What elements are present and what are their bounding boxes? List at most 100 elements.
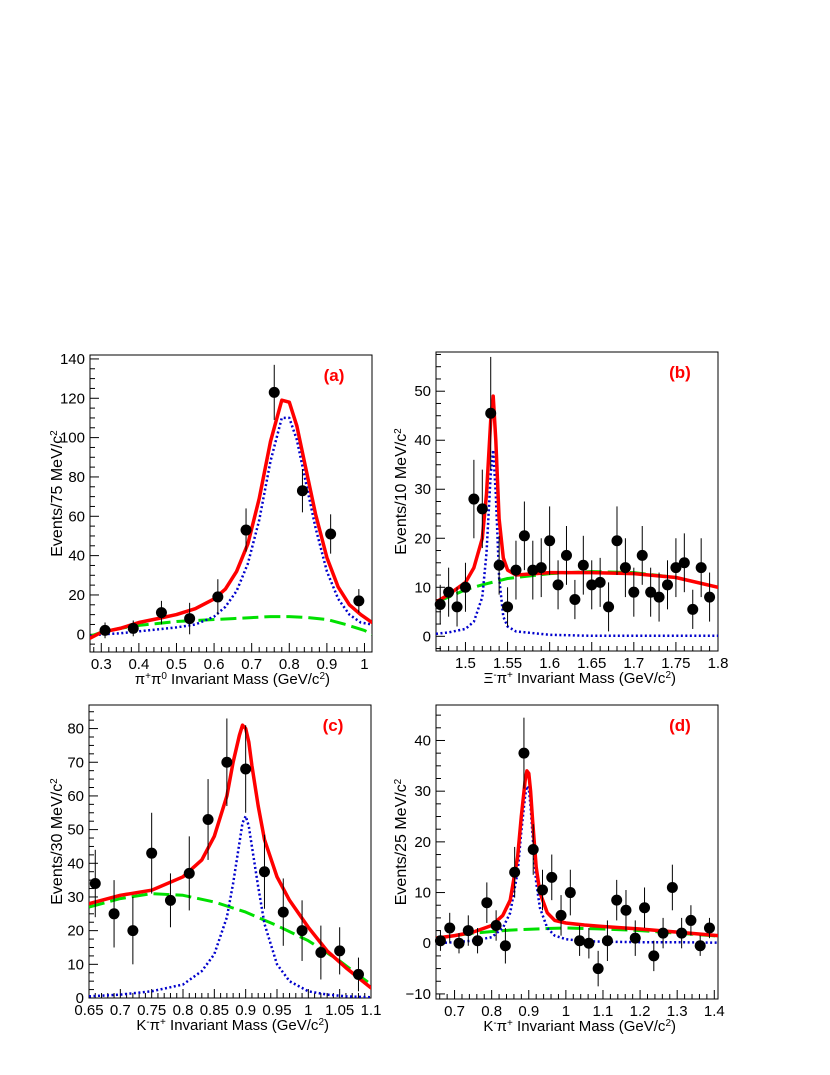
data-point (560, 526, 572, 585)
data-marker (601, 935, 613, 947)
data-point (472, 928, 484, 954)
data-point (481, 882, 493, 923)
data-point (544, 506, 556, 576)
data-marker (212, 591, 224, 603)
data-point (629, 920, 641, 956)
data-marker (443, 586, 455, 598)
data-marker (155, 607, 167, 619)
x-tick-label: 1.7 (623, 655, 644, 672)
data-marker (434, 935, 446, 947)
data-point (527, 540, 539, 600)
total-fit-curve (436, 394, 718, 604)
x-axis-title: π+π0 Invariant Mass (GeV/c2) (135, 671, 330, 689)
y-axis-title: Events/30 MeV/c2 (49, 778, 67, 905)
data-marker (510, 564, 522, 576)
x-tick-label: 1.1 (593, 1003, 614, 1020)
x-tick-label: 0.5 (166, 656, 187, 673)
x-tick-label: 0.8 (481, 1003, 502, 1020)
panel-a: 0.3 0.4 0.5 0.6 0.7 0.8 0.9 1 0 20 40 60 80 100 120 140… (49, 351, 373, 688)
data-point (510, 540, 522, 600)
data-point (155, 600, 167, 625)
data-point (653, 572, 665, 622)
y-tick-label: 30 (414, 783, 431, 800)
data-point (164, 873, 176, 928)
y-tick-label: 30 (414, 481, 431, 498)
data-point (619, 538, 631, 598)
data-marker (444, 922, 456, 934)
data-point (661, 560, 673, 610)
data-point (462, 915, 474, 946)
data-marker (670, 562, 682, 574)
x-tick-label: 0.8 (173, 1002, 194, 1019)
data-marker (353, 595, 365, 607)
data-marker (704, 591, 716, 603)
data-marker (89, 877, 101, 889)
data-marker (127, 622, 139, 634)
signal-curve (436, 784, 718, 945)
data-point (583, 928, 595, 959)
data-marker (518, 530, 530, 542)
y-tick-label: 70 (67, 754, 84, 771)
y-axis-title-sup: 2 (393, 778, 404, 784)
x-axis-title: K-π+ Invariant Mass (GeV/c2) (136, 1017, 329, 1035)
data-marker (472, 935, 484, 947)
data-marker (687, 603, 699, 615)
data-marker (546, 871, 558, 883)
data-marker (685, 914, 697, 926)
y-axis-title-sup: 2 (49, 778, 60, 784)
data-marker (648, 950, 660, 962)
x-tick-label: 1 (360, 656, 368, 673)
panel-tag: (a) (324, 366, 345, 385)
data-marker (183, 867, 195, 879)
x-tick-label: 1 (304, 1002, 312, 1019)
x-axis-title: Ξ-π+ Invariant Mass (GeV/c2) (484, 670, 676, 688)
x-tick-label: 0.9 (235, 1002, 256, 1019)
total-fit-curve (90, 398, 372, 640)
y-axis-title: Events/75 MeV/c2 (49, 430, 67, 557)
panel-d: 0.7 0.8 0.9 1 1.1 1.2 1.3 1.4 −10 0 10 20 30 40 K-π+ I… (393, 704, 725, 1035)
data-point (476, 469, 488, 549)
x-tick-label: 0.85 (200, 1002, 229, 1019)
data-marker (334, 945, 346, 957)
data-marker (509, 866, 521, 878)
data-point (527, 824, 539, 875)
data-point (453, 933, 465, 954)
data-point (268, 364, 280, 420)
data-marker (694, 940, 706, 952)
data-marker (552, 579, 564, 591)
y-tick-label: 20 (414, 834, 431, 851)
data-marker (481, 897, 493, 909)
data-marker (574, 935, 586, 947)
x-tick-label: 1 (562, 1003, 570, 1020)
data-marker (485, 407, 497, 419)
data-point (670, 538, 682, 598)
y-tick-label: 80 (68, 469, 85, 486)
data-point (611, 506, 623, 576)
data-marker (611, 894, 623, 906)
data-point (645, 567, 657, 617)
panel-tag: (d) (669, 716, 691, 735)
data-marker (628, 586, 640, 598)
x-tick-label: 0.9 (316, 656, 337, 673)
y-tick-label: 0 (423, 628, 431, 645)
data-marker (594, 576, 606, 588)
data-point (212, 579, 224, 615)
data-marker (127, 925, 139, 937)
data-marker (639, 902, 651, 914)
data-point (648, 940, 660, 972)
data-point (574, 925, 586, 956)
data-marker (277, 906, 289, 918)
data-marker (518, 747, 530, 759)
plot-frame (88, 704, 372, 999)
data-point (639, 887, 651, 929)
data-marker (258, 866, 270, 878)
data-marker (645, 586, 657, 598)
x-tick-label: 1.55 (493, 655, 522, 672)
data-point (485, 356, 497, 470)
x-tick-label: 1.4 (704, 1003, 725, 1020)
panel-c: 0.65 0.7 0.75 0.8 0.85 0.9 0.95 1 1.05 1.1 0 10 20 30… (49, 704, 381, 1035)
data-marker (499, 940, 511, 952)
data-point (685, 905, 697, 936)
data-point (636, 526, 648, 585)
data-point (353, 589, 365, 613)
